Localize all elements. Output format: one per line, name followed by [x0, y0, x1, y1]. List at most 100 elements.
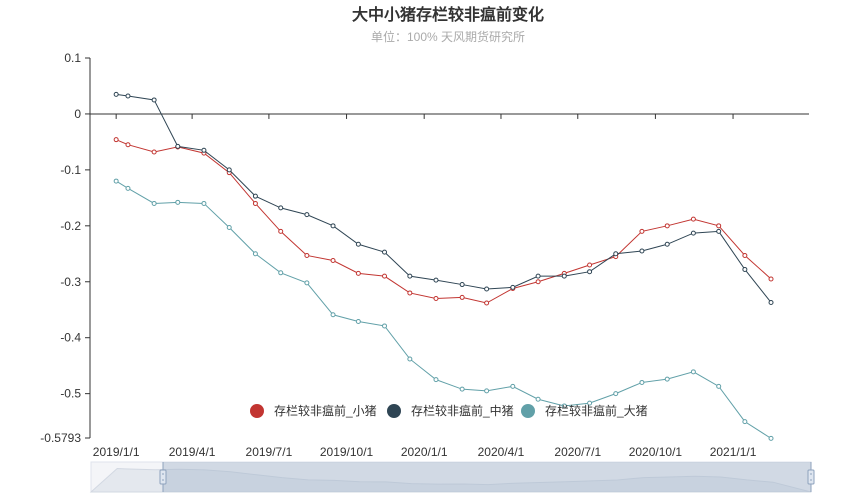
data-point[interactable]	[690, 216, 696, 222]
data-point[interactable]	[535, 279, 541, 285]
data-point[interactable]	[226, 167, 232, 173]
y-tick-label: -0.3	[60, 275, 81, 289]
x-tick-label: 2021/1/1	[710, 445, 757, 459]
data-point[interactable]	[113, 178, 119, 184]
data-point[interactable]	[330, 258, 336, 264]
data-point[interactable]	[125, 93, 131, 99]
legend-item[interactable]: 存栏较非瘟前_小猪	[250, 403, 377, 418]
data-point[interactable]	[484, 388, 490, 394]
data-point[interactable]	[278, 270, 284, 276]
zoom-selected-range[interactable]	[163, 462, 811, 492]
data-point[interactable]	[742, 266, 748, 272]
data-point[interactable]	[639, 248, 645, 254]
zoom-handle-right[interactable]	[807, 462, 815, 492]
data-point[interactable]	[716, 228, 722, 234]
data-point[interactable]	[113, 91, 119, 97]
data-point[interactable]	[768, 435, 774, 441]
data-point[interactable]	[459, 386, 465, 392]
chart-subtitle: 单位：100% 天风期货研究所	[371, 29, 525, 44]
data-point[interactable]	[664, 376, 670, 382]
data-point[interactable]	[664, 223, 670, 229]
series-line	[116, 93, 772, 303]
data-point[interactable]	[664, 241, 670, 247]
data-point[interactable]	[587, 400, 593, 406]
series-1	[113, 91, 774, 305]
data-point[interactable]	[768, 276, 774, 282]
data-point[interactable]	[201, 200, 207, 206]
data-point[interactable]	[639, 379, 645, 385]
data-point[interactable]	[355, 241, 361, 247]
data-point[interactable]	[690, 369, 696, 375]
legend-item[interactable]: 存栏较非瘟前_中猪	[387, 403, 514, 418]
data-point[interactable]	[690, 230, 696, 236]
legend-item[interactable]: 存栏较非瘟前_大猪	[521, 403, 648, 418]
x-tick-label: 2020/4/1	[478, 445, 525, 459]
data-point[interactable]	[278, 228, 284, 234]
data-point[interactable]	[407, 356, 413, 362]
zoom-handle-left[interactable]	[159, 462, 167, 492]
data-zoom-slider[interactable]	[89, 461, 815, 493]
data-point[interactable]	[510, 383, 516, 389]
data-point[interactable]	[639, 228, 645, 234]
data-point[interactable]	[742, 419, 748, 425]
data-point[interactable]	[252, 251, 258, 257]
data-point[interactable]	[113, 137, 119, 143]
data-point[interactable]	[382, 249, 388, 255]
data-point[interactable]	[151, 149, 157, 155]
data-point[interactable]	[252, 193, 258, 199]
data-point[interactable]	[125, 142, 131, 148]
series-0	[113, 137, 774, 306]
data-point[interactable]	[768, 299, 774, 305]
zoom-shadow-area	[89, 467, 812, 493]
data-point[interactable]	[433, 377, 439, 383]
x-tick-label: 2019/10/1	[320, 445, 374, 459]
data-point[interactable]	[304, 252, 310, 258]
legend-label: 存栏较非瘟前_中猪	[411, 403, 514, 418]
legend-marker	[521, 404, 535, 418]
data-point[interactable]	[510, 284, 516, 290]
data-point[interactable]	[226, 224, 232, 230]
data-point[interactable]	[175, 199, 181, 205]
data-point[interactable]	[252, 200, 258, 206]
x-tick-label: 2019/1/1	[93, 445, 140, 459]
data-point[interactable]	[151, 97, 157, 103]
data-point[interactable]	[382, 273, 388, 279]
data-point[interactable]	[304, 212, 310, 218]
data-point[interactable]	[613, 391, 619, 397]
data-point[interactable]	[330, 312, 336, 318]
x-tick-label: 2019/4/1	[169, 445, 216, 459]
data-point[interactable]	[201, 147, 207, 153]
y-tick-label: -0.2	[60, 219, 81, 233]
data-point[interactable]	[613, 251, 619, 257]
data-point[interactable]	[742, 252, 748, 258]
data-point[interactable]	[587, 262, 593, 268]
data-point[interactable]	[459, 282, 465, 288]
data-point[interactable]	[587, 269, 593, 275]
data-point[interactable]	[459, 294, 465, 300]
data-point[interactable]	[484, 300, 490, 306]
data-point[interactable]	[330, 223, 336, 229]
data-point[interactable]	[407, 273, 413, 279]
data-point[interactable]	[175, 143, 181, 149]
data-point[interactable]	[716, 223, 722, 229]
data-point[interactable]	[433, 296, 439, 302]
data-point[interactable]	[278, 205, 284, 211]
data-point[interactable]	[355, 270, 361, 276]
y-tick-label: 0	[74, 107, 81, 121]
data-point[interactable]	[304, 280, 310, 286]
data-point[interactable]	[535, 396, 541, 402]
data-point[interactable]	[382, 323, 388, 329]
data-point[interactable]	[484, 286, 490, 292]
data-point[interactable]	[716, 383, 722, 389]
data-point[interactable]	[407, 290, 413, 296]
data-point[interactable]	[151, 200, 157, 206]
data-point[interactable]	[535, 273, 541, 279]
series-2	[113, 178, 774, 441]
data-point[interactable]	[561, 403, 567, 409]
data-point[interactable]	[125, 185, 131, 191]
data-point[interactable]	[433, 277, 439, 283]
data-point[interactable]	[561, 273, 567, 279]
data-point[interactable]	[355, 318, 361, 324]
legend[interactable]: 存栏较非瘟前_小猪 存栏较非瘟前_中猪 存栏较非瘟前_大猪	[250, 403, 648, 418]
